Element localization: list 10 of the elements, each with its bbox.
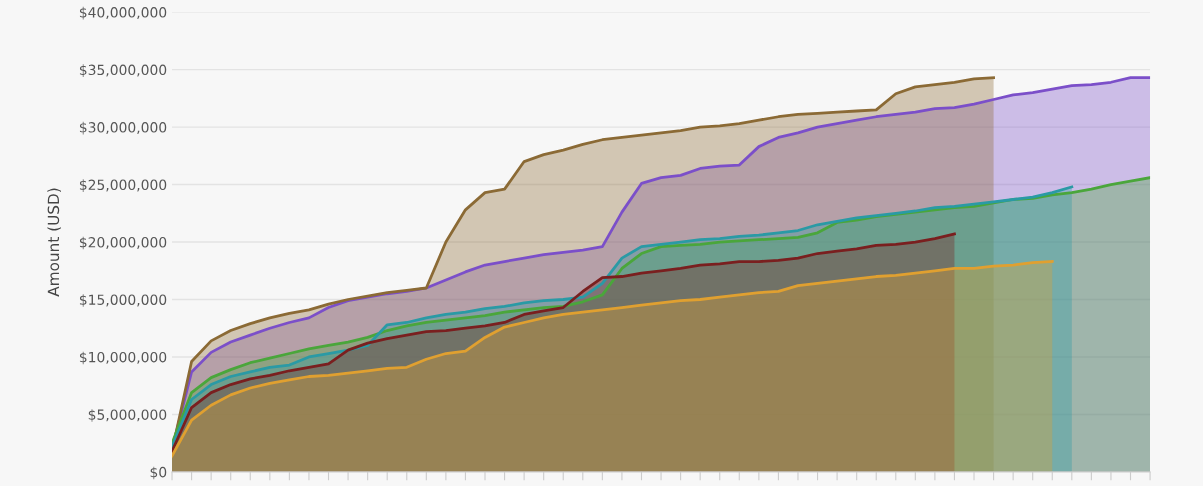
y-tick-label: $40,000,000 [79,6,167,20]
y-tick-label: $20,000,000 [79,236,167,250]
y-tick-label: $0 [150,466,167,480]
y-tick-label: $25,000,000 [79,179,167,192]
y-tick-label: $35,000,000 [79,64,167,77]
y-tick-label: $5,000,000 [88,409,167,422]
y-tick-label: $15,000,000 [79,294,167,307]
y-tick-label: $10,000,000 [79,351,167,365]
y-axis-title: Amount (USD) [47,188,61,297]
y-tick-label: $30,000,000 [79,121,167,135]
